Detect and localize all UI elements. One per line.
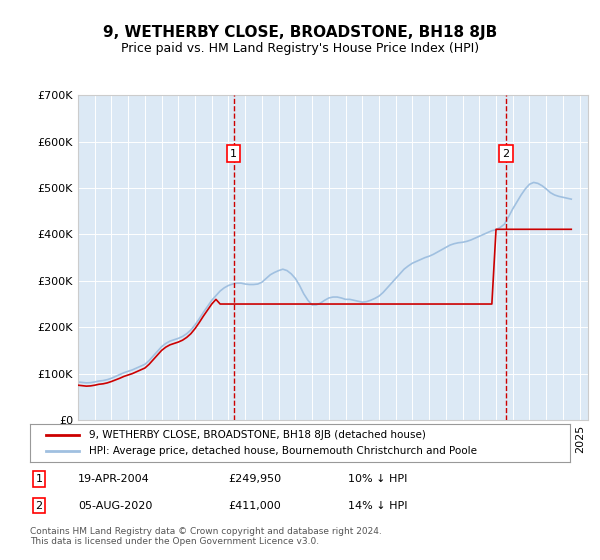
Text: £249,950: £249,950 [228, 474, 281, 484]
Text: 9, WETHERBY CLOSE, BROADSTONE, BH18 8JB (detached house): 9, WETHERBY CLOSE, BROADSTONE, BH18 8JB … [89, 430, 426, 440]
Text: Price paid vs. HM Land Registry's House Price Index (HPI): Price paid vs. HM Land Registry's House … [121, 42, 479, 55]
Text: 10% ↓ HPI: 10% ↓ HPI [348, 474, 407, 484]
Text: 2: 2 [35, 501, 43, 511]
Text: £411,000: £411,000 [228, 501, 281, 511]
Text: 9, WETHERBY CLOSE, BROADSTONE, BH18 8JB: 9, WETHERBY CLOSE, BROADSTONE, BH18 8JB [103, 25, 497, 40]
Text: 1: 1 [230, 148, 237, 158]
Text: HPI: Average price, detached house, Bournemouth Christchurch and Poole: HPI: Average price, detached house, Bour… [89, 446, 478, 456]
Text: 14% ↓ HPI: 14% ↓ HPI [348, 501, 407, 511]
Text: Contains HM Land Registry data © Crown copyright and database right 2024.
This d: Contains HM Land Registry data © Crown c… [30, 526, 382, 546]
Text: 2: 2 [502, 148, 509, 158]
Text: 05-AUG-2020: 05-AUG-2020 [78, 501, 152, 511]
Text: 1: 1 [35, 474, 43, 484]
Text: 19-APR-2004: 19-APR-2004 [78, 474, 150, 484]
